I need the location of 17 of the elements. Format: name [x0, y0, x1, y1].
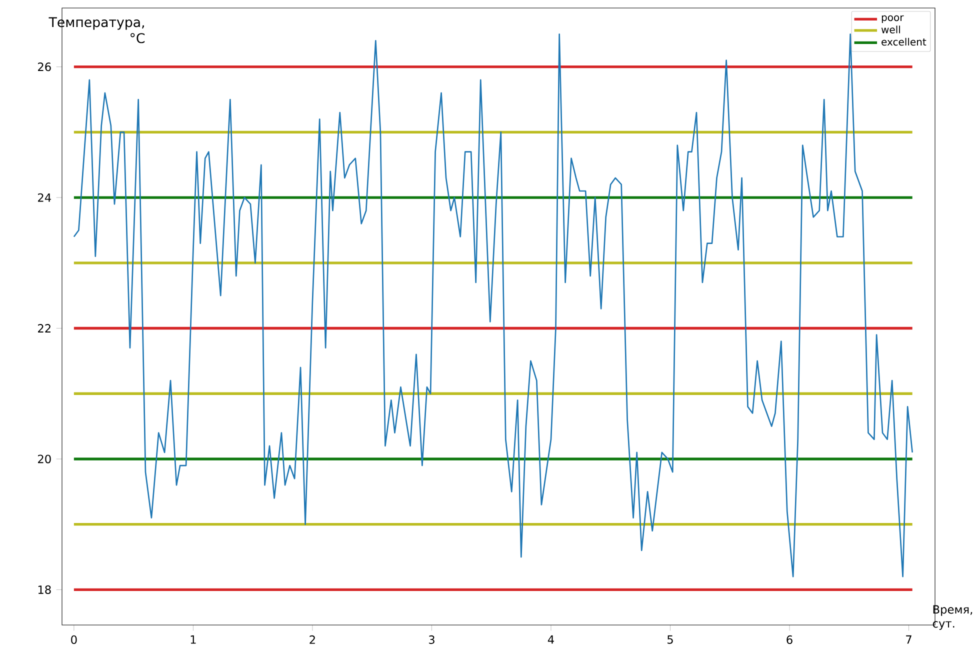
x-tick-label: 5: [668, 635, 673, 644]
y-tick-label: 26: [38, 62, 51, 72]
legend-label: well: [881, 26, 900, 34]
x-tick-label: 0: [71, 635, 77, 644]
y-tick-label: 24: [38, 193, 51, 202]
y-tick-label: 20: [38, 454, 51, 464]
x-tick-label: 6: [786, 635, 792, 644]
x-tick-label: 1: [190, 635, 196, 644]
x-tick-label: 4: [548, 635, 554, 644]
y-tick-label: 22: [38, 324, 50, 332]
y-tick-label: 18: [38, 585, 51, 594]
x-tick-label: 3: [428, 635, 434, 644]
legend-label: poor: [882, 15, 904, 24]
x-tick-label: 7: [906, 635, 912, 644]
x-tick-label: 2: [310, 635, 315, 644]
legend-label: excellent: [882, 38, 926, 46]
y-axis-title: Температура, °C: [48, 17, 145, 44]
